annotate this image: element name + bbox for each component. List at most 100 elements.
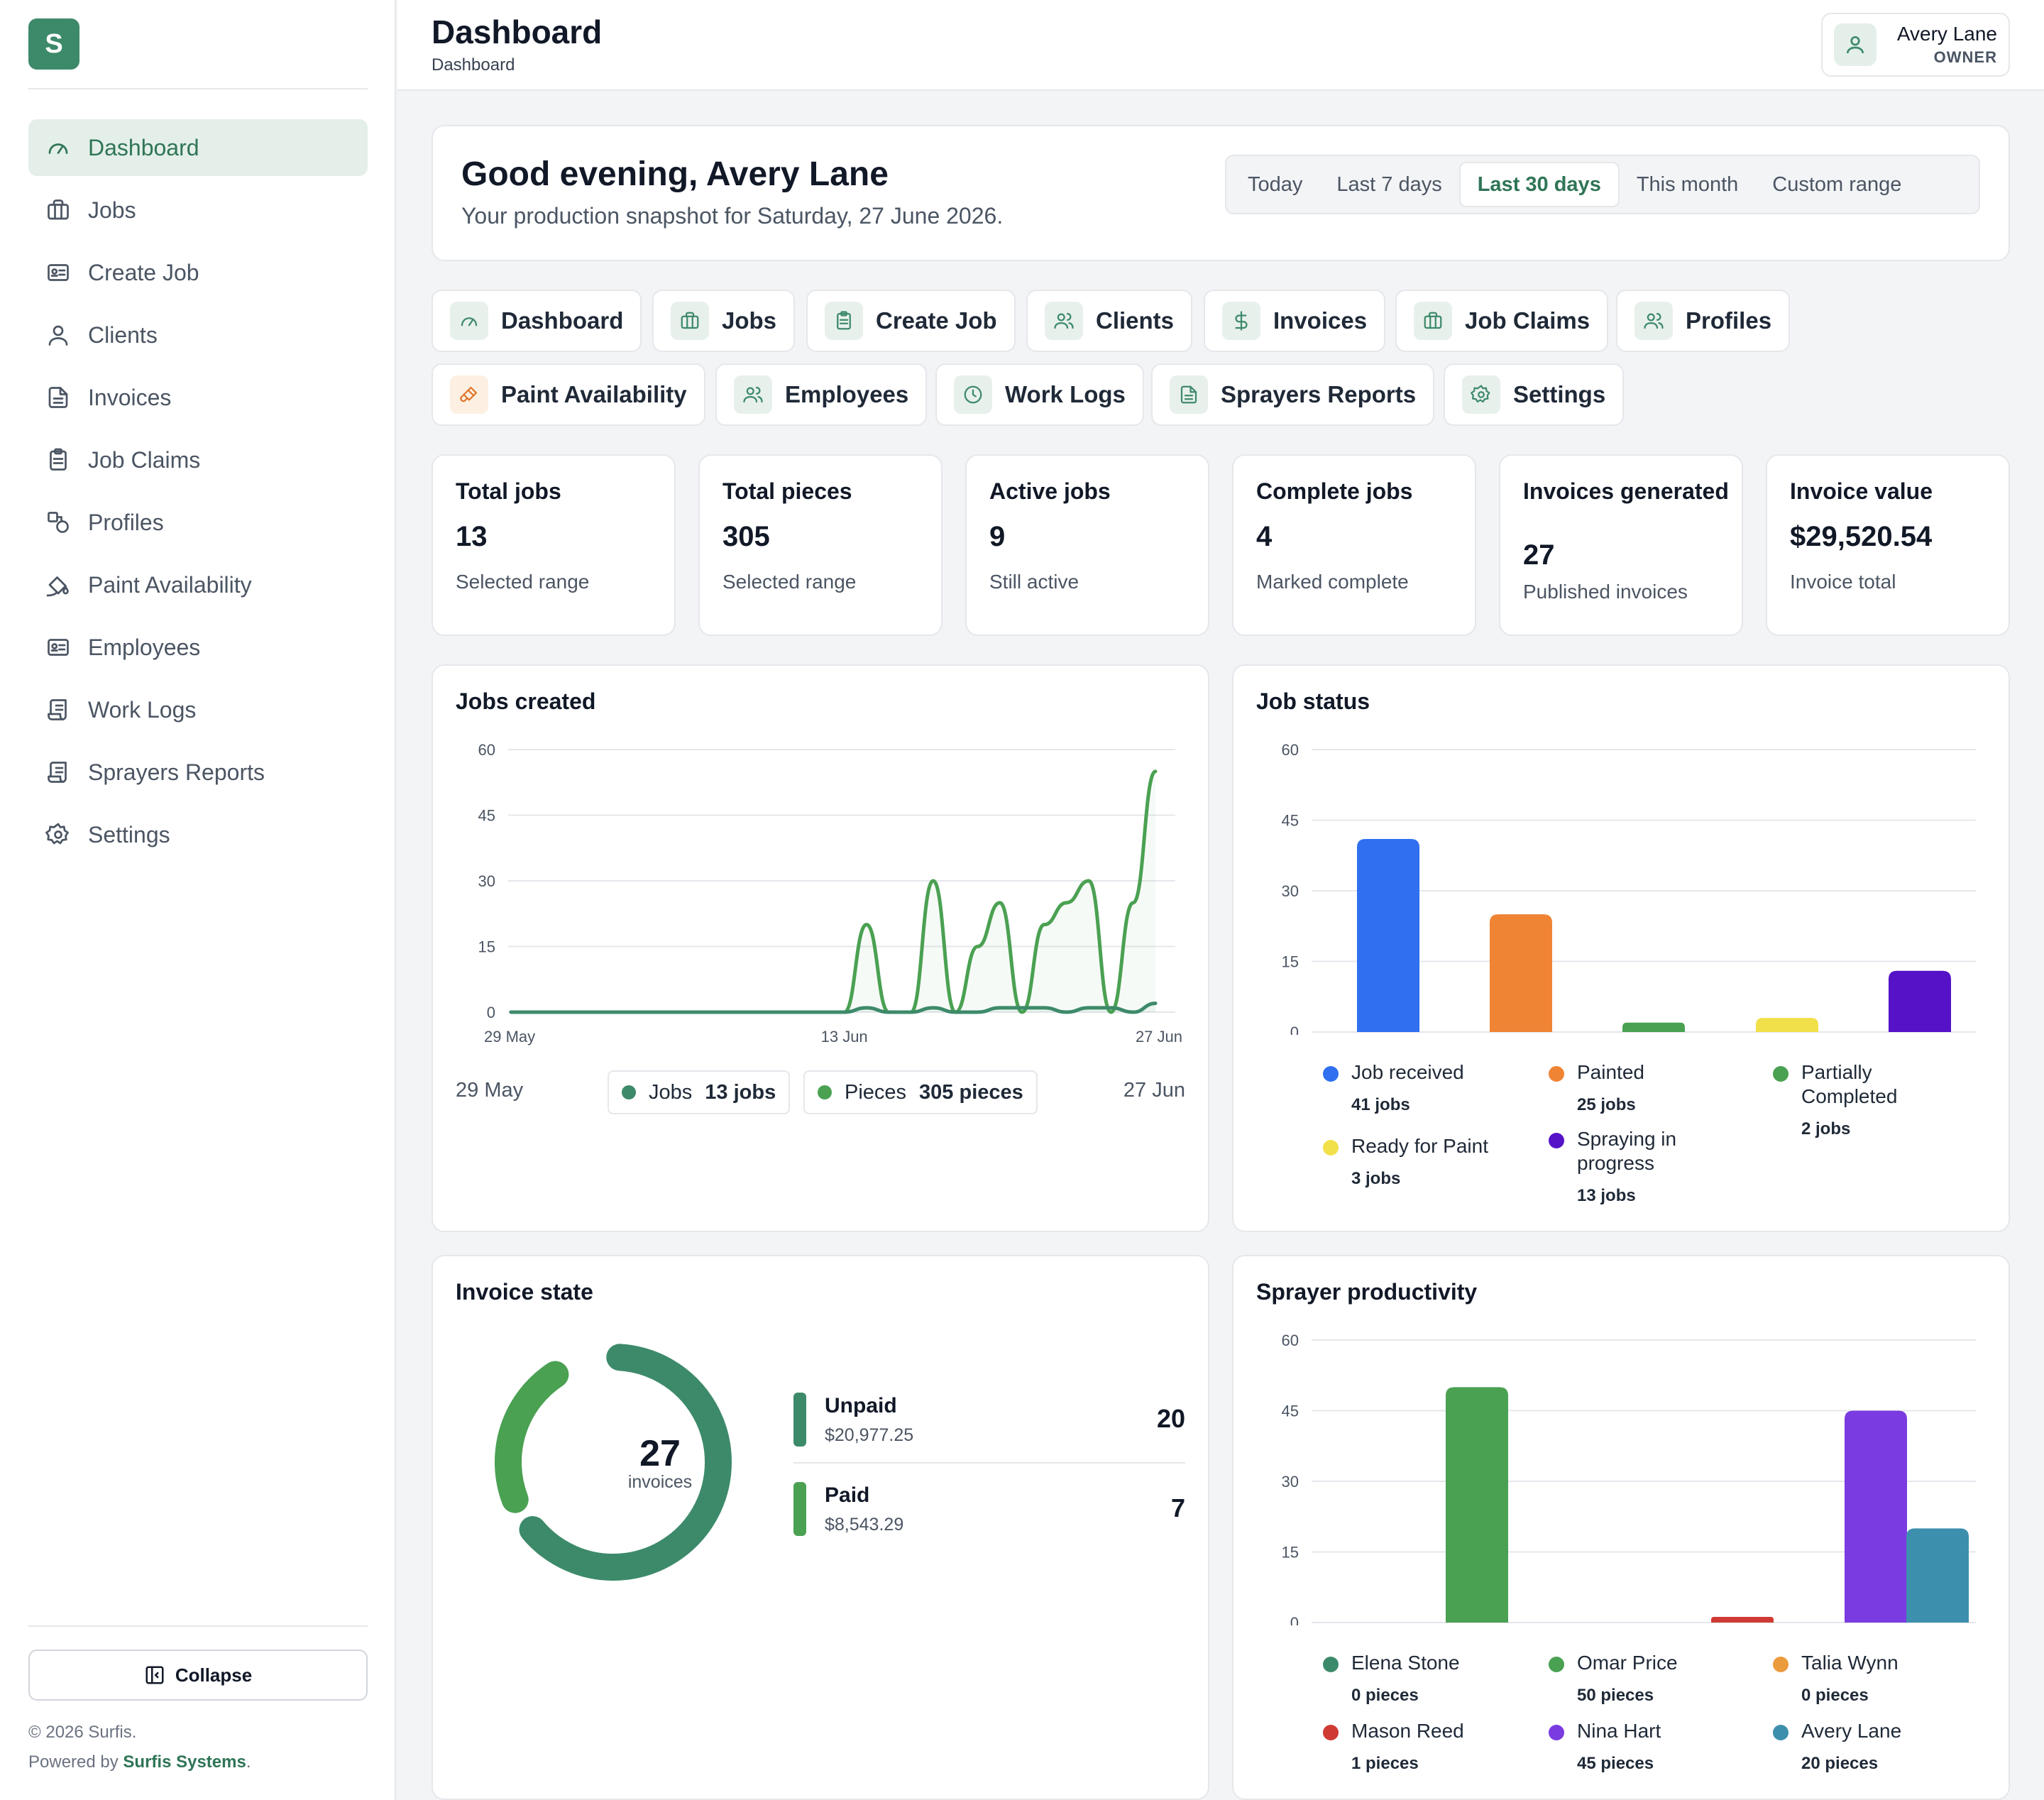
powered-suffix: . [246, 1752, 251, 1772]
legend-item-avery-lane[interactable]: Avery Lane 20 pieces [1773, 1719, 1957, 1776]
stat-label: Active jobs [989, 478, 1111, 504]
bar-job-received[interactable] [1357, 839, 1419, 1032]
legend-value: 45 pieces [1577, 1754, 1654, 1773]
legend-item-partially-completed[interactable]: Partially Completed 2 jobs [1773, 1060, 1957, 1141]
chart-title: Job status [1256, 688, 1370, 714]
x-tick-label: 29 May [484, 1028, 535, 1046]
quick-link-clients[interactable]: Clients [1026, 290, 1193, 352]
legend-item-elena-stone[interactable]: Elena Stone 0 pieces [1323, 1651, 1507, 1708]
bar-partially-completed[interactable] [1622, 1022, 1685, 1032]
invoice-donut [495, 1344, 732, 1581]
legend-jobs[interactable]: Jobs 13 jobs [608, 1070, 791, 1114]
legend-jobs-value: 13 jobs [705, 1080, 776, 1104]
legend-item-mason-reed[interactable]: Mason Reed 1 pieces [1323, 1719, 1507, 1776]
copyright-text: © 2026 Surfis. [28, 1723, 137, 1742]
invoice-state-card: Invoice state 27 invoices Unpaid $20,977… [432, 1255, 1209, 1800]
quick-link-paint-availability[interactable]: Paint Availability [432, 363, 705, 426]
sidebar-item-profiles[interactable]: Profiles [28, 494, 368, 551]
stat-card-invoice-value: Invoice value $29,520.54 Invoice total [1766, 454, 2010, 636]
user-menu[interactable]: Avery Lane OWNER [1821, 13, 2010, 77]
sidebar-item-work-logs[interactable]: Work Logs [28, 681, 368, 738]
legend-value: 0 pieces [1801, 1686, 1869, 1705]
sidebar-item-paint-availability[interactable]: Paint Availability [28, 556, 368, 613]
bar-mason-reed[interactable] [1711, 1617, 1774, 1623]
range-option-last-7-days[interactable]: Last 7 days [1336, 172, 1442, 196]
sidebar-item-job-claims[interactable]: Job Claims [28, 432, 368, 488]
range-option-custom-range[interactable]: Custom range [1772, 172, 1902, 196]
greeting-subtitle: Your production snapshot for Saturday, 2… [461, 203, 1004, 229]
powered-brand-link[interactable]: Surfis Systems [123, 1752, 246, 1772]
y-tick-label: 60 [1282, 1332, 1299, 1349]
legend-pieces-name: Pieces [845, 1080, 907, 1104]
legend-item-job-received[interactable]: Job received 41 jobs [1323, 1060, 1507, 1117]
sidebar-item-settings[interactable]: Settings [28, 806, 368, 863]
legend-label: Ready for Paint [1351, 1135, 1488, 1157]
bar-spraying-in-progress[interactable] [1889, 970, 1951, 1032]
legend-item-ready-for-paint[interactable]: Ready for Paint 3 jobs [1323, 1134, 1507, 1191]
quick-link-dashboard[interactable]: Dashboard [432, 290, 642, 352]
legend-item-painted[interactable]: Painted 25 jobs [1549, 1060, 1733, 1117]
y-tick-label: 15 [1282, 953, 1299, 971]
quick-link-jobs[interactable]: Jobs [652, 290, 796, 352]
y-tick-label: 60 [1282, 741, 1299, 759]
stat-card-complete-jobs: Complete jobs 4 Marked complete [1232, 454, 1476, 636]
sidebar-item-create-job[interactable]: Create Job [28, 244, 368, 301]
quick-link-create-job[interactable]: Create Job [806, 290, 1016, 352]
breadcrumb[interactable]: Dashboard [432, 55, 515, 75]
quick-link-work-logs[interactable]: Work Logs [935, 363, 1144, 426]
users-icon [734, 375, 772, 414]
range-option-last-30-days[interactable]: Last 30 days [1458, 162, 1620, 207]
bar-nina-hart[interactable] [1845, 1410, 1907, 1623]
quick-link-profiles[interactable]: Profiles [1616, 290, 1791, 352]
collapse-button[interactable]: Collapse [28, 1650, 368, 1701]
range-end-label: 27 Jun [1123, 1079, 1185, 1102]
sidebar-nav: Dashboard Jobs Create Job Clients Invoices Jo… [28, 119, 368, 869]
sidebar-item-dashboard[interactable]: Dashboard [28, 119, 368, 176]
y-tick-label: 15 [1282, 1544, 1299, 1562]
sidebar-item-clients[interactable]: Clients [28, 307, 368, 363]
quick-link-job-claims[interactable]: Job Claims [1395, 290, 1609, 352]
invoice-row-paid: Paid $8,543.29 7 [793, 1482, 1185, 1546]
donut-slice-paid[interactable] [495, 1361, 569, 1513]
stat-card-active-jobs: Active jobs 9 Still active [965, 454, 1209, 636]
legend-label: Mason Reed [1351, 1720, 1464, 1742]
bar-omar-price[interactable] [1446, 1387, 1508, 1623]
legend-item-talia-wynn[interactable]: Talia Wynn 0 pieces [1773, 1651, 1957, 1708]
stat-label: Total jobs [456, 478, 561, 504]
range-option-today[interactable]: Today [1248, 172, 1303, 196]
range-option-this-month[interactable]: This month [1636, 172, 1739, 196]
legend-label: Painted [1577, 1061, 1644, 1083]
app-logo[interactable]: S [28, 18, 79, 70]
bar-ready-for-paint[interactable] [1756, 1018, 1818, 1032]
job-status-card: Job status 0 15 30 45 60 Job received 41 jobs… [1232, 664, 2010, 1232]
sidebar-item-jobs[interactable]: Jobs [28, 182, 368, 238]
invoice-row-amount: $20,977.25 [825, 1425, 914, 1445]
quick-link-employees[interactable]: Employees [715, 363, 928, 426]
legend-item-spraying-in-progress[interactable]: Spraying in progress 13 jobs [1549, 1127, 1733, 1208]
bar-avery-lane[interactable] [1906, 1528, 1969, 1623]
sidebar-item-label: Jobs [88, 197, 136, 223]
stat-note: Still active [989, 571, 1079, 593]
stat-value: 27 [1523, 539, 1555, 571]
sidebar-item-employees[interactable]: Employees [28, 619, 368, 676]
series-area-pieces [511, 771, 1155, 1012]
donut-slice-unpaid[interactable] [519, 1344, 732, 1581]
sidebar-item-invoices[interactable]: Invoices [28, 369, 368, 426]
invoice-row-count: 20 [1156, 1404, 1185, 1433]
quick-link-invoices[interactable]: Invoices [1204, 290, 1386, 352]
gear-icon [44, 821, 72, 849]
sidebar-item-sprayers-reports[interactable]: Sprayers Reports [28, 744, 368, 801]
legend-item-omar-price[interactable]: Omar Price 50 pieces [1549, 1651, 1733, 1708]
bar-painted[interactable] [1490, 914, 1552, 1032]
invoice-row-unpaid: Unpaid $20,977.25 20 [793, 1393, 1185, 1464]
user-name: Avery Lane [1896, 23, 1997, 45]
quick-link-label: Employees [785, 381, 909, 407]
quick-link-settings[interactable]: Settings [1444, 363, 1625, 426]
legend-pieces[interactable]: Pieces 305 pieces [803, 1070, 1038, 1114]
user-icon [44, 321, 72, 349]
stat-card-total-jobs: Total jobs 13 Selected range [432, 454, 676, 636]
legend-item-nina-hart[interactable]: Nina Hart 45 pieces [1549, 1719, 1733, 1776]
stat-label: Invoices generated [1523, 478, 1729, 504]
quick-link-sprayers-reports[interactable]: Sprayers Reports [1151, 363, 1435, 426]
chart-title: Jobs created [456, 688, 596, 714]
